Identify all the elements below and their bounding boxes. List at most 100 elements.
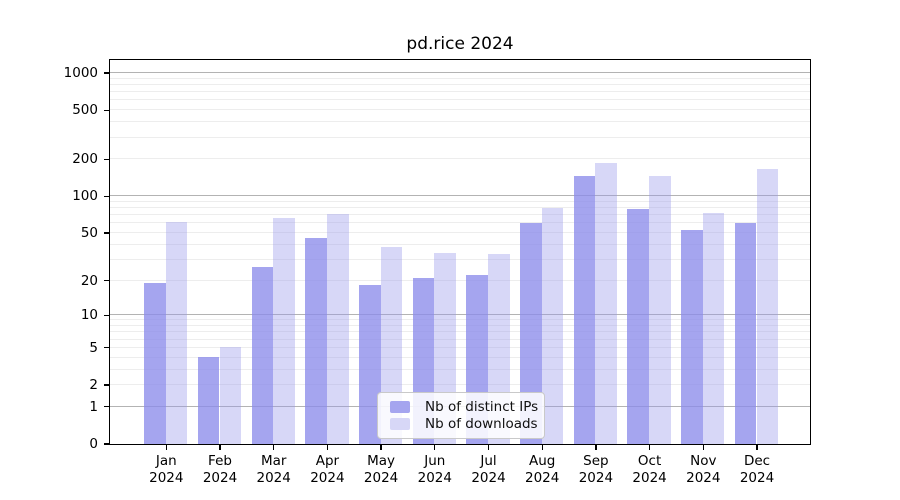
x-tick — [273, 444, 275, 450]
bar-downloads — [756, 168, 779, 444]
bar-downloads — [219, 347, 242, 444]
legend-swatch-downloads — [390, 417, 410, 430]
bar-distinct-ips — [358, 285, 381, 444]
bar-distinct-ips — [197, 357, 220, 444]
y-tick — [103, 384, 110, 386]
bar-downloads — [649, 175, 671, 444]
minor-gridline — [109, 325, 810, 327]
minor-gridline — [109, 99, 810, 101]
bar-distinct-ips — [305, 237, 327, 444]
y-tick — [103, 158, 110, 160]
x-tick — [219, 444, 221, 450]
minor-gridline — [109, 83, 810, 85]
minor-gridline — [109, 214, 810, 216]
x-tick — [541, 444, 543, 450]
x-tick — [434, 444, 436, 450]
bar-downloads — [273, 217, 295, 444]
minor-gridline — [109, 243, 810, 245]
y-tick-label: 2 — [89, 377, 98, 393]
minor-gridline — [109, 319, 810, 321]
y-tick — [103, 406, 110, 408]
minor-gridline — [109, 158, 810, 160]
x-tick — [702, 444, 704, 450]
y-tick — [103, 347, 110, 349]
minor-gridline — [109, 368, 810, 370]
minor-gridline — [109, 222, 810, 224]
x-tick-label: Oct 2024 — [632, 453, 667, 486]
bar-distinct-ips — [734, 222, 757, 444]
y-tick-label: 20 — [80, 272, 98, 289]
minor-gridline — [109, 338, 810, 340]
x-tick-label: Mar 2024 — [256, 453, 291, 486]
x-tick-label: Dec 2024 — [739, 453, 775, 486]
y-tick — [103, 443, 110, 445]
bar-distinct-ips — [144, 282, 166, 444]
major-gridline — [109, 314, 810, 316]
chart-title: pd.rice 2024 — [406, 34, 514, 54]
x-tick-label: May 2024 — [363, 453, 399, 486]
y-tick — [103, 195, 110, 197]
bar-distinct-ips — [573, 176, 596, 444]
minor-gridline — [109, 346, 810, 348]
bar-distinct-ips — [627, 208, 650, 444]
x-tick — [648, 444, 651, 450]
minor-gridline — [109, 207, 810, 209]
bar-downloads — [702, 213, 725, 444]
plot-area — [108, 58, 811, 445]
x-tick — [326, 444, 329, 450]
x-tick-label: Jun 2024 — [417, 453, 452, 486]
bar-downloads — [165, 221, 188, 444]
y-tick — [103, 314, 110, 316]
bar-downloads — [326, 213, 349, 444]
bar-downloads — [595, 162, 618, 444]
x-tick-label: Sep 2024 — [578, 453, 614, 486]
minor-gridline — [109, 200, 810, 202]
minor-gridline — [109, 279, 810, 281]
y-tick-label: 10 — [80, 307, 98, 324]
y-tick — [103, 279, 110, 282]
y-tick-label: 5 — [89, 339, 98, 356]
y-tick-label: 1000 — [63, 64, 98, 81]
legend-swatch-distinct-ips — [390, 400, 410, 413]
x-tick-label: Jan 2024 — [149, 453, 184, 486]
legend: Nb of distinct IPs Nb of downloads — [377, 392, 545, 439]
y-tick — [103, 232, 110, 234]
minor-gridline — [109, 121, 810, 123]
x-tick — [595, 444, 597, 450]
x-tick-label: Feb 2024 — [202, 453, 238, 486]
bar-distinct-ips — [681, 230, 703, 444]
x-tick-label: Apr 2024 — [310, 453, 345, 486]
x-tick — [165, 444, 167, 450]
minor-gridline — [109, 91, 810, 93]
minor-gridline — [109, 136, 810, 138]
y-tick-label: 0 — [89, 436, 98, 452]
legend-item-downloads: Nb of downloads — [386, 415, 538, 432]
legend-label-downloads: Nb of downloads — [425, 415, 538, 432]
minor-gridline — [109, 356, 810, 358]
bar-distinct-ips — [251, 266, 274, 444]
y-tick — [103, 109, 110, 111]
bar-downloads — [541, 207, 564, 444]
legend-label-distinct-ips: Nb of distinct IPs — [425, 398, 539, 415]
minor-gridline — [109, 331, 810, 333]
y-tick — [103, 72, 110, 74]
bar-distinct-ips — [520, 222, 542, 444]
y-tick-label: 200 — [72, 151, 98, 168]
x-tick — [487, 444, 490, 450]
x-tick-label: Jul 2024 — [471, 453, 506, 486]
minor-gridline — [109, 231, 810, 233]
y-tick-label: 500 — [72, 102, 98, 119]
x-tick-label: Nov 2024 — [686, 453, 721, 486]
minor-gridline — [109, 109, 810, 111]
x-tick — [756, 444, 758, 450]
minor-gridline — [109, 384, 810, 386]
y-tick-label: 1 — [89, 398, 98, 415]
y-tick-label: 50 — [80, 224, 98, 241]
minor-gridline — [109, 77, 810, 79]
x-tick-label: Aug 2024 — [525, 453, 560, 486]
y-tick-label: 100 — [72, 188, 98, 205]
x-tick — [380, 444, 382, 450]
legend-item-distinct-ips: Nb of distinct IPs — [386, 398, 539, 415]
minor-gridline — [109, 258, 810, 260]
